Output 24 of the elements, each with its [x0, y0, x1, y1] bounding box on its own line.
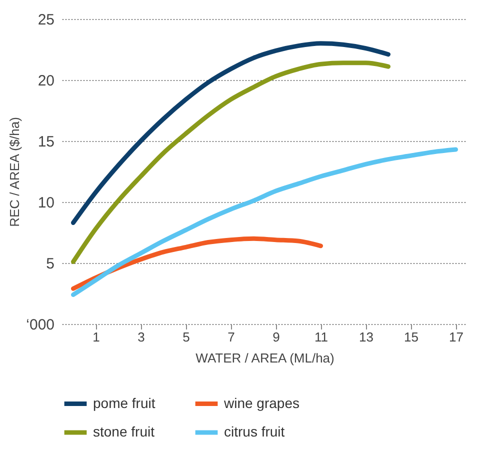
x-tick-label: 3 [138, 330, 145, 344]
x-tick-label: 13 [359, 330, 374, 344]
x-tick-label: 1 [92, 330, 100, 344]
x-tick-label: 9 [272, 330, 280, 344]
x-tick-label: 7 [228, 330, 235, 344]
y-axis-title: REC / AREA ($/ha) [7, 117, 22, 227]
y-tick-label: 10 [38, 194, 54, 212]
legend-label: wine grapes [223, 394, 300, 411]
y-tick-label: 25 [38, 12, 54, 28]
y-tick-label: 5 [46, 256, 54, 272]
line-series [71, 60, 390, 264]
y-tick-label: 15 [38, 134, 54, 150]
x-tick-label: 15 [404, 330, 418, 344]
legend-label: citrus fruit [224, 424, 285, 440]
x-tick-label: 11 [314, 330, 328, 344]
x-axis-title: WATER / AREA (ML/ha) [196, 350, 334, 366]
y-tick-label: ‘000 [26, 316, 54, 334]
line-series [71, 147, 458, 297]
x-tick-label: 17 [449, 330, 464, 344]
legend-label: stone fruit [93, 424, 155, 440]
legend-label: pome fruit [93, 394, 156, 411]
x-tick-label: 5 [182, 330, 190, 344]
line-series [71, 41, 390, 225]
y-tick-label: 20 [38, 72, 54, 90]
